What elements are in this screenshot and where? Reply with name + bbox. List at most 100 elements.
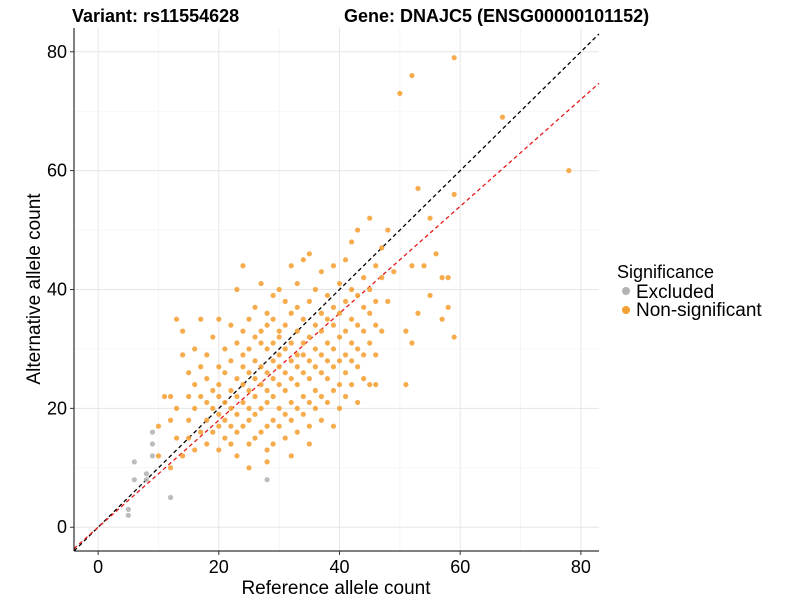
data-point-non-significant xyxy=(379,328,385,334)
data-point-non-significant xyxy=(330,263,337,269)
data-point-non-significant xyxy=(306,376,312,382)
data-point-non-significant xyxy=(276,405,282,411)
data-point-non-significant xyxy=(318,310,325,316)
data-point-non-significant xyxy=(336,405,343,411)
data-point-non-significant xyxy=(252,393,258,400)
data-point-non-significant xyxy=(270,417,276,423)
data-point-non-significant xyxy=(210,405,216,411)
data-point-non-significant xyxy=(234,340,240,346)
data-point-non-significant xyxy=(306,298,312,304)
data-point-non-significant xyxy=(330,346,337,352)
data-point-non-significant xyxy=(348,340,355,346)
data-point-non-significant xyxy=(445,304,451,310)
data-point-non-significant xyxy=(294,280,300,287)
data-point-non-significant xyxy=(361,328,367,334)
data-point-non-significant xyxy=(282,435,288,441)
data-point-non-significant xyxy=(198,429,204,435)
data-point-non-significant xyxy=(282,387,288,394)
data-point-non-significant xyxy=(228,322,234,328)
data-point-non-significant xyxy=(306,334,312,340)
data-point-non-significant xyxy=(210,387,216,394)
data-point-excluded xyxy=(149,453,156,459)
data-point-non-significant xyxy=(439,275,445,281)
data-point-non-significant xyxy=(294,364,300,370)
data-point-non-significant xyxy=(324,292,331,299)
data-point-non-significant xyxy=(276,381,282,388)
data-point-non-significant xyxy=(355,322,361,328)
data-point-non-significant xyxy=(373,298,379,304)
data-point-non-significant xyxy=(204,352,210,358)
data-point-excluded xyxy=(264,477,270,483)
data-point-non-significant xyxy=(210,334,216,340)
data-point-non-significant xyxy=(258,328,264,334)
data-point-excluded xyxy=(149,429,156,435)
y-tick-label: 40 xyxy=(47,280,67,300)
data-point-non-significant xyxy=(361,376,367,382)
data-point-non-significant xyxy=(336,310,343,316)
data-point-non-significant xyxy=(367,381,373,388)
data-point-non-significant xyxy=(180,352,186,358)
data-point-non-significant xyxy=(186,370,192,376)
data-point-non-significant xyxy=(330,364,337,370)
data-point-non-significant xyxy=(282,370,288,376)
data-point-non-significant xyxy=(264,370,270,376)
data-point-non-significant xyxy=(336,280,343,287)
data-point-non-significant xyxy=(499,114,506,120)
data-point-non-significant xyxy=(367,340,373,346)
data-point-non-significant xyxy=(300,340,306,346)
legend-swatch-non-significant xyxy=(622,306,630,314)
data-point-non-significant xyxy=(312,387,318,394)
grid-lines xyxy=(74,28,599,551)
data-point-non-significant xyxy=(312,346,318,352)
data-point-non-significant xyxy=(234,429,240,435)
data-point-non-significant xyxy=(312,405,318,411)
data-point-non-significant xyxy=(409,340,415,346)
data-point-non-significant xyxy=(282,322,288,328)
data-point-non-significant xyxy=(403,381,409,388)
data-point-non-significant xyxy=(348,239,355,245)
data-point-excluded xyxy=(131,459,137,465)
data-point-non-significant xyxy=(445,275,451,281)
data-point-non-significant xyxy=(318,352,325,358)
data-point-non-significant xyxy=(240,399,246,406)
data-point-non-significant xyxy=(312,364,318,370)
data-point-non-significant xyxy=(451,334,457,340)
data-point-non-significant xyxy=(342,352,349,358)
data-point-non-significant xyxy=(276,364,282,370)
data-point-non-significant xyxy=(240,263,246,269)
data-point-non-significant xyxy=(270,441,276,447)
data-point-non-significant xyxy=(336,334,343,340)
data-point-non-significant xyxy=(161,393,168,400)
reference-lines xyxy=(73,33,600,552)
data-point-non-significant xyxy=(427,292,433,299)
data-point-non-significant xyxy=(246,465,252,471)
data-point-non-significant xyxy=(276,423,282,429)
y-tick-label: 80 xyxy=(47,42,67,62)
data-point-non-significant xyxy=(361,352,367,358)
data-point-non-significant xyxy=(270,393,276,400)
data-point-non-significant xyxy=(264,346,270,352)
data-point-non-significant xyxy=(246,441,252,447)
data-point-non-significant xyxy=(318,328,325,334)
data-point-non-significant xyxy=(167,393,174,400)
data-point-non-significant xyxy=(294,304,300,310)
data-point-non-significant xyxy=(155,423,162,429)
data-point-non-significant xyxy=(228,423,234,429)
data-point-non-significant xyxy=(246,316,252,322)
data-point-non-significant xyxy=(252,411,258,417)
chart-title-gene: Gene: DNAJC5 (ENSG00000101152) xyxy=(344,6,649,26)
data-point-non-significant xyxy=(270,358,276,364)
data-point-non-significant xyxy=(294,405,300,411)
data-point-non-significant xyxy=(270,292,276,299)
data-point-non-significant xyxy=(373,352,379,358)
data-point-non-significant xyxy=(415,185,421,192)
data-point-non-significant xyxy=(240,381,246,388)
data-point-non-significant xyxy=(367,310,373,316)
data-point-non-significant xyxy=(240,423,246,429)
data-point-non-significant xyxy=(336,381,343,388)
data-point-non-significant xyxy=(216,381,222,388)
data-point-non-significant xyxy=(373,322,379,328)
data-point-non-significant xyxy=(192,447,198,453)
data-point-non-significant xyxy=(282,411,288,417)
data-point-non-significant xyxy=(300,316,306,322)
